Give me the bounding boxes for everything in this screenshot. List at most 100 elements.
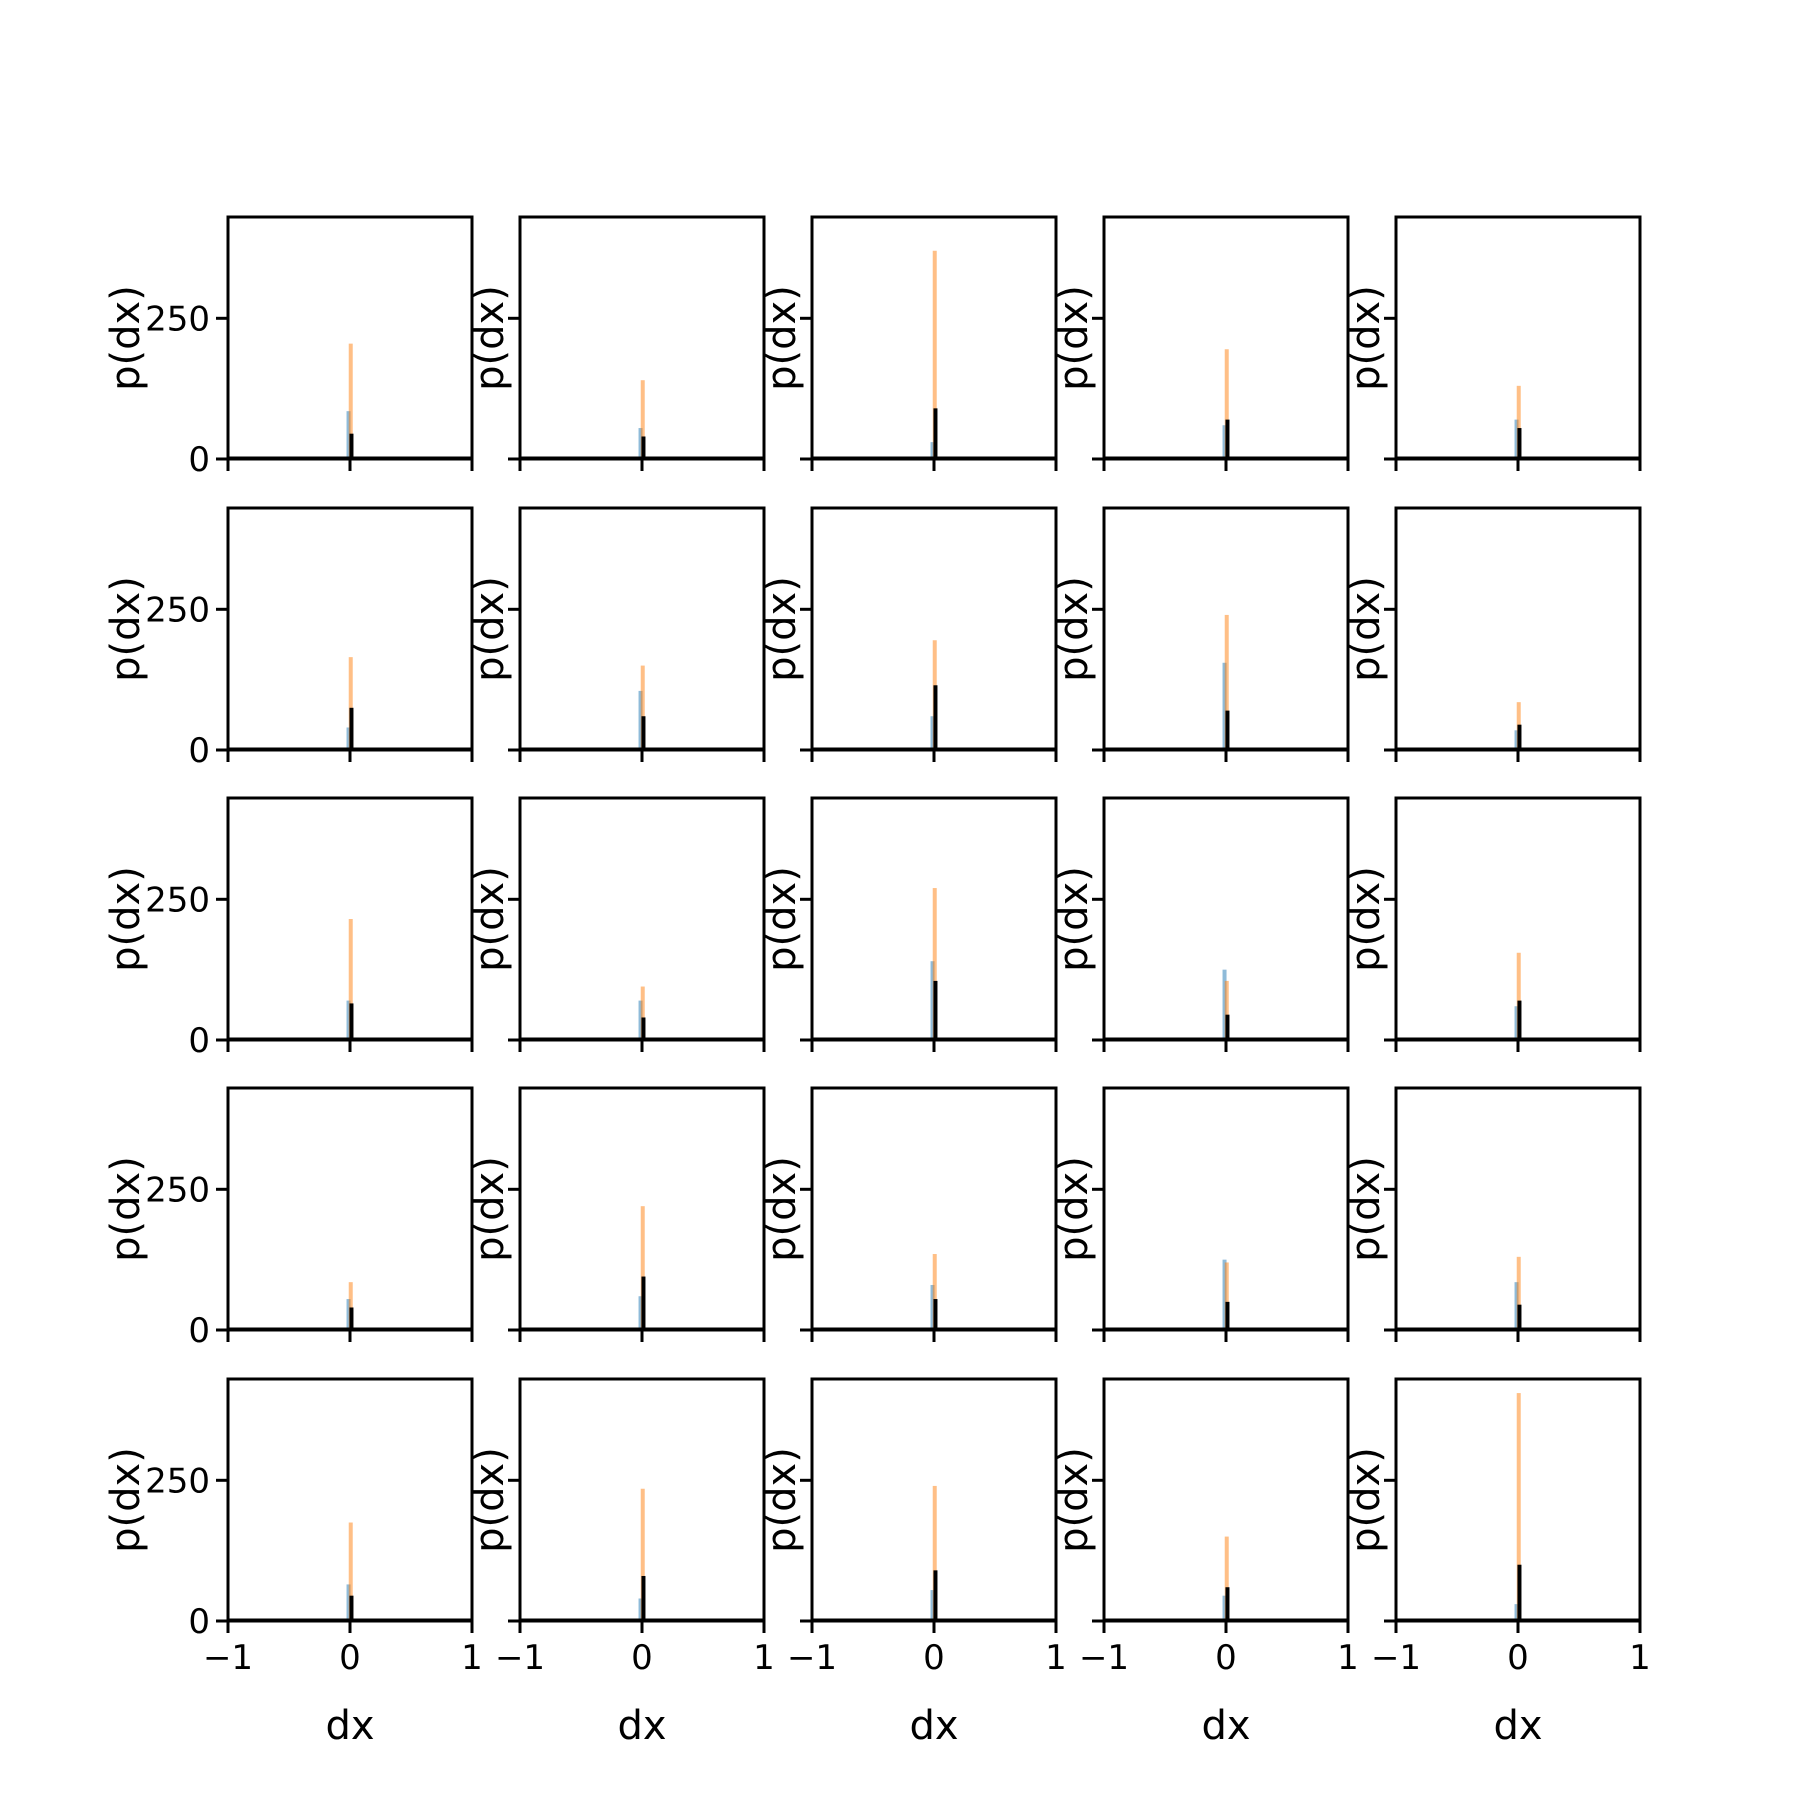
hist-bar-series-2 — [348, 657, 353, 750]
hist-bar-series-1 — [1514, 1604, 1519, 1621]
hist-bar-series-1 — [930, 716, 935, 750]
hist-bar-series-3 — [641, 716, 646, 750]
y-axis-label: p(dx) — [467, 285, 513, 391]
hist-bar-series-2 — [1516, 952, 1521, 1040]
y-axis-label: p(dx) — [759, 576, 805, 682]
y-axis-label: p(dx) — [1051, 285, 1097, 391]
hist-bar-series-3 — [349, 1595, 354, 1621]
hist-bar-series-3 — [1225, 1014, 1230, 1040]
x-tick-label: −1 — [203, 1638, 253, 1678]
hist-bar-series-1 — [1222, 1259, 1227, 1330]
hist-bar-series-2 — [348, 1282, 353, 1330]
panel-r2-c1: dxp(dx) — [467, 796, 766, 1168]
hist-bar-series-2 — [640, 665, 645, 750]
y-axis-label: p(dx) — [103, 1156, 149, 1262]
y-axis-label: p(dx) — [759, 1156, 805, 1262]
hist-bar-series-2 — [1516, 1393, 1521, 1621]
hist-bar-series-2 — [932, 250, 937, 459]
hist-bar-series-2 — [640, 986, 645, 1040]
hist-bar-series-1 — [930, 1590, 935, 1621]
hist-bar-series-2 — [640, 1206, 645, 1330]
panel-r2-c4: dxp(dx) — [1343, 796, 1642, 1168]
x-axis-label: dx — [325, 1703, 374, 1749]
hist-bar-series-1 — [638, 1598, 643, 1621]
hist-bar-series-2 — [348, 343, 353, 459]
y-tick-label: 250 — [145, 880, 210, 920]
hist-bar-series-2 — [1224, 1262, 1229, 1330]
hist-bar-series-2 — [1516, 385, 1521, 459]
hist-bar-series-1 — [638, 690, 643, 750]
hist-bar-series-3 — [641, 1575, 646, 1621]
y-tick-label: 250 — [145, 299, 210, 339]
y-axis-label: p(dx) — [103, 1447, 149, 1553]
hist-bar-series-1 — [1222, 425, 1227, 459]
x-tick-label: −1 — [1371, 1638, 1421, 1678]
hist-bar-series-2 — [932, 888, 937, 1040]
x-tick-label: 1 — [1337, 1638, 1359, 1678]
panel-r3-c1: dxp(dx) — [467, 1086, 766, 1458]
panel-r0-c2: dxp(dx) — [759, 215, 1058, 587]
panel-r4-c4: −1 0 1 dx p(dx) — [1343, 1377, 1651, 1749]
y-axis-label: p(dx) — [1051, 1156, 1097, 1262]
x-tick-label: −1 — [787, 1638, 837, 1678]
hist-bar-series-3 — [1517, 1564, 1522, 1621]
hist-bar-series-3 — [1225, 419, 1230, 459]
y-axis-label: p(dx) — [759, 285, 805, 391]
hist-bar-series-2 — [1224, 980, 1229, 1040]
hist-bar-series-1 — [346, 1299, 351, 1330]
hist-bar-series-1 — [346, 727, 351, 750]
hist-bar-series-1 — [1514, 730, 1519, 750]
y-axis-label: p(dx) — [467, 866, 513, 972]
y-axis-label: p(dx) — [1343, 285, 1389, 391]
hist-bar-series-3 — [933, 408, 938, 459]
x-tick-label: 0 — [1507, 1638, 1529, 1678]
x-tick-label: 1 — [753, 1638, 775, 1678]
hist-bar-series-3 — [349, 1307, 354, 1330]
hist-bar-series-3 — [349, 433, 354, 459]
y-axis-label: p(dx) — [467, 1156, 513, 1262]
x-tick-label: 1 — [1629, 1638, 1651, 1678]
hist-bar-series-3 — [933, 1570, 938, 1621]
hist-bar-series-2 — [1224, 614, 1229, 750]
hist-bar-series-1 — [346, 411, 351, 459]
hist-bar-series-1 — [1222, 1595, 1227, 1621]
hist-bar-series-1 — [1514, 1282, 1519, 1330]
x-tick-label: 1 — [461, 1638, 483, 1678]
hist-bar-series-1 — [638, 1296, 643, 1330]
panel-r1-c1: dxp(dx) — [467, 506, 766, 878]
x-axis-label: dx — [1493, 1703, 1542, 1749]
hist-bar-series-1 — [930, 961, 935, 1040]
y-tick-label: 250 — [145, 1170, 210, 1210]
hist-bar-series-3 — [1517, 428, 1522, 459]
y-axis-label: p(dx) — [759, 866, 805, 972]
panels-layer: 0250dxp(dx)dxp(dx)dxp(dx)dxp(dx)dxp(dx)0… — [103, 215, 1651, 1749]
y-axis-label: p(dx) — [1343, 1447, 1389, 1553]
y-axis-label: p(dx) — [1343, 866, 1389, 972]
panel-r3-c3: dxp(dx) — [1051, 1086, 1350, 1458]
panel-r3-c2: dxp(dx) — [759, 1086, 1058, 1458]
panel-r0-c1: dxp(dx) — [467, 215, 766, 587]
y-tick-label: 0 — [188, 1311, 210, 1351]
hist-bar-series-3 — [933, 980, 938, 1040]
x-axis-label: dx — [1201, 1703, 1250, 1749]
y-tick-label: 0 — [188, 1021, 210, 1061]
y-tick-label: 0 — [188, 1602, 210, 1642]
x-tick-label: 0 — [339, 1638, 361, 1678]
hist-bar-series-2 — [640, 1488, 645, 1621]
hist-bar-series-2 — [1516, 1256, 1521, 1330]
panel-r0-c3: dxp(dx) — [1051, 215, 1350, 587]
y-tick-label: 250 — [145, 590, 210, 630]
y-axis-label: p(dx) — [1051, 576, 1097, 682]
panel-r4-c3: −1 0 1 dx p(dx) — [1051, 1377, 1359, 1749]
y-axis-label: p(dx) — [1051, 1447, 1097, 1553]
hist-bar-series-1 — [1514, 1006, 1519, 1040]
hist-bar-series-1 — [638, 1000, 643, 1040]
hist-bar-series-3 — [1225, 1301, 1230, 1330]
y-axis-label: p(dx) — [103, 576, 149, 682]
hist-bar-series-3 — [1517, 1304, 1522, 1330]
hist-bar-series-1 — [930, 1284, 935, 1330]
hist-bar-series-3 — [641, 1276, 646, 1330]
